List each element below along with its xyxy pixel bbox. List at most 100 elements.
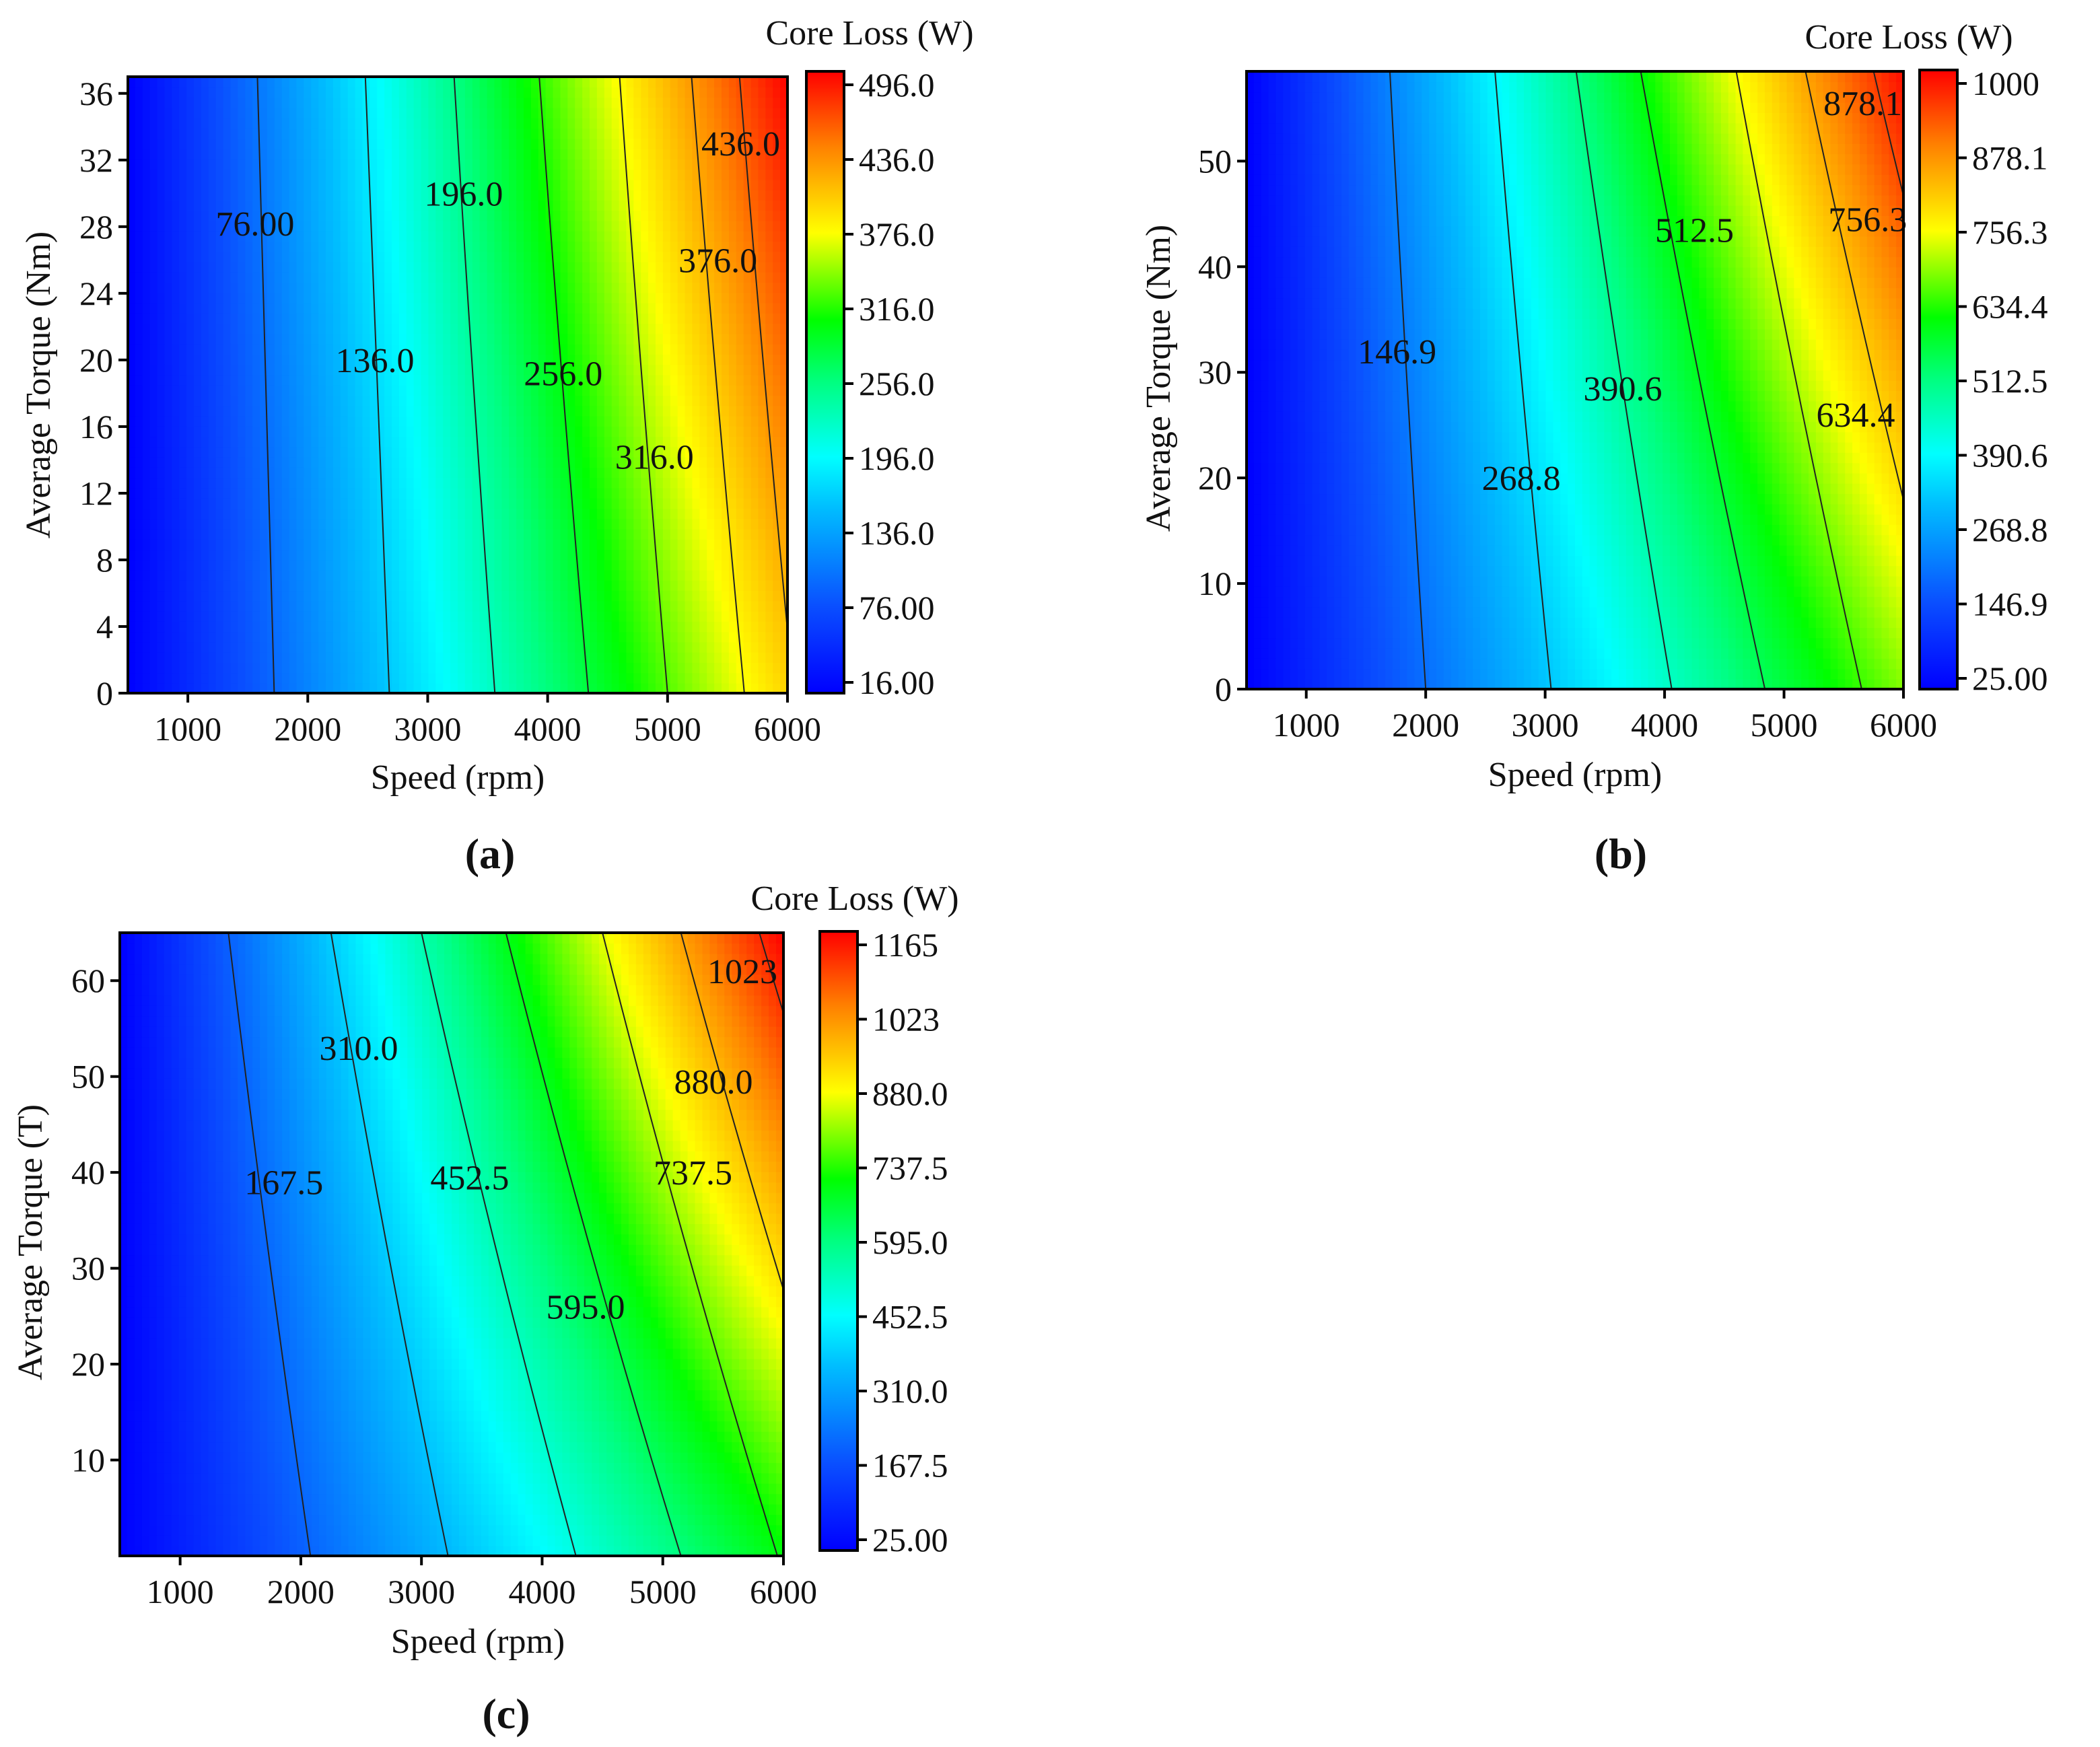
heatmap-cell: [677, 77, 686, 88]
heatmap-cell: [670, 446, 678, 458]
heatmap-cell: [223, 621, 232, 633]
heatmap-cell: [370, 323, 378, 334]
heatmap-cell: [377, 539, 385, 550]
heatmap-cell: [545, 354, 554, 365]
heatmap-cell: [252, 302, 260, 314]
heatmap-cell: [619, 528, 627, 540]
heatmap-cell: [590, 169, 598, 180]
heatmap-cell: [722, 87, 730, 98]
heatmap-cell: [699, 549, 708, 561]
heatmap-cell: [699, 128, 708, 139]
heatmap-cell: [421, 446, 429, 458]
heatmap-cell: [304, 651, 312, 663]
heatmap-cell: [677, 456, 686, 468]
heatmap-cell: [722, 580, 730, 592]
heatmap-cell: [201, 405, 209, 417]
heatmap-cell: [458, 426, 466, 437]
heatmap-cell: [714, 415, 722, 427]
heatmap-cell: [567, 169, 576, 180]
heatmap-cell: [355, 374, 363, 386]
heatmap-cell: [428, 590, 437, 602]
heatmap-cell: [421, 200, 429, 211]
heatmap-cell: [304, 220, 312, 231]
heatmap-cell: [464, 436, 473, 448]
heatmap-cell: [670, 508, 678, 520]
heatmap-cell: [274, 210, 283, 221]
heatmap-cell: [370, 385, 378, 396]
heatmap-cell: [289, 343, 298, 355]
heatmap-cell: [384, 641, 392, 653]
heatmap-cell: [722, 415, 730, 427]
heatmap-cell: [164, 559, 173, 571]
heatmap-cell: [413, 313, 422, 324]
heatmap-cell: [355, 200, 363, 211]
heatmap-cell: [472, 436, 481, 448]
heatmap-cell: [149, 549, 158, 561]
heatmap-cell: [567, 662, 576, 674]
heatmap-cell: [582, 189, 590, 201]
heatmap-cell: [135, 405, 143, 417]
heatmap-cell: [553, 487, 561, 499]
heatmap-cell: [604, 77, 612, 88]
heatmap-cell: [479, 77, 488, 88]
heatmap-cell: [692, 343, 701, 355]
heatmap-cell: [626, 200, 635, 211]
heatmap-cell: [677, 251, 686, 262]
heatmap-cell: [596, 200, 605, 211]
heatmap-cell: [501, 528, 510, 540]
heatmap-cell: [450, 189, 458, 201]
heatmap-cell: [479, 651, 488, 663]
heatmap-cell: [530, 549, 539, 561]
heatmap-cell: [728, 241, 737, 252]
heatmap-cell: [685, 487, 693, 499]
heatmap-cell: [370, 179, 378, 190]
heatmap-cell: [208, 138, 217, 149]
heatmap-cell: [377, 138, 385, 149]
heatmap-cell: [692, 159, 701, 170]
heatmap-cell: [179, 77, 187, 88]
heatmap-cell: [582, 107, 590, 118]
heatmap-cell: [260, 518, 268, 530]
heatmap-cell: [707, 374, 715, 386]
heatmap-cell: [633, 436, 642, 448]
heatmap-cell: [575, 231, 583, 242]
heatmap-cell: [435, 189, 444, 201]
heatmap-cell: [398, 610, 407, 622]
heatmap-cell: [142, 77, 151, 88]
heatmap-cell: [641, 374, 649, 386]
heatmap-cell: [656, 446, 664, 458]
heatmap-cell: [274, 539, 283, 550]
heatmap-cell: [215, 118, 224, 129]
heatmap-cell: [164, 528, 173, 540]
heatmap-cell: [318, 231, 326, 242]
heatmap-cell: [677, 87, 686, 98]
heatmap-cell: [443, 467, 451, 478]
heatmap-cell: [179, 426, 187, 437]
heatmap-cell: [611, 508, 620, 520]
heatmap-cell: [230, 343, 239, 355]
heatmap-cell: [428, 220, 437, 231]
heatmap-cell: [443, 631, 451, 643]
heatmap-cell: [487, 210, 495, 221]
heatmap-cell: [611, 467, 620, 478]
heatmap-cell: [509, 559, 517, 571]
heatmap-cell: [604, 559, 612, 571]
heatmap-cell: [179, 631, 187, 643]
heatmap-cell: [596, 189, 605, 201]
heatmap-cell: [553, 385, 561, 396]
heatmap-cell: [172, 107, 180, 118]
heatmap-cell: [194, 200, 202, 211]
heatmap-cell: [648, 651, 656, 663]
heatmap-cell: [252, 456, 260, 468]
heatmap-cell: [304, 415, 312, 427]
heatmap-cell: [340, 241, 349, 252]
heatmap-cell: [450, 313, 458, 324]
heatmap-cell: [370, 77, 378, 88]
heatmap-cell: [670, 569, 678, 581]
heatmap-cell: [450, 220, 458, 231]
heatmap-cell: [230, 374, 239, 386]
heatmap-cell: [450, 251, 458, 262]
heatmap-cell: [128, 426, 136, 437]
heatmap-cell: [274, 128, 283, 139]
heatmap-cell: [252, 118, 260, 129]
